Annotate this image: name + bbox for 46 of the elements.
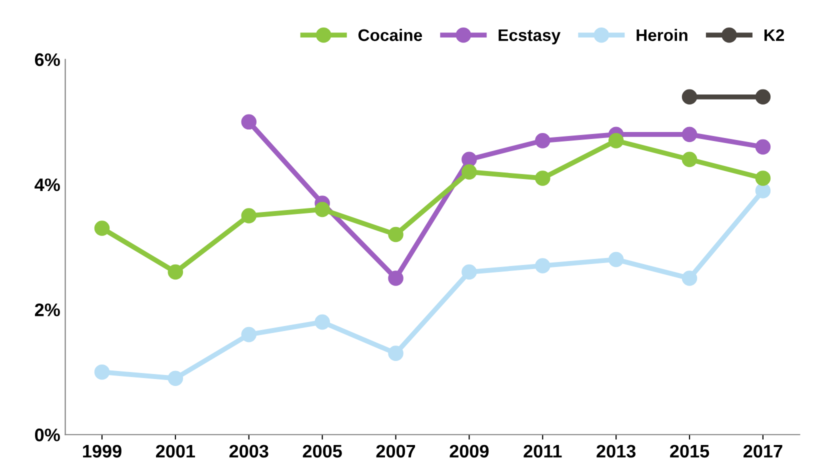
point [388,226,404,242]
point [241,208,257,224]
point [241,326,257,342]
x-tick-label: 2017 [744,444,782,458]
point [535,258,550,274]
point [241,114,257,130]
point [462,264,477,280]
point [94,364,110,380]
x-tick-label: 2009 [450,444,489,458]
point [682,126,698,142]
point [388,270,404,286]
legend-label: K2 [764,29,784,41]
x-tick-label: 2001 [156,444,196,458]
legend-label: Cocaine [358,28,422,42]
point [388,346,404,361]
point [535,170,550,186]
point [682,270,698,286]
x-tick-label: 2005 [302,444,342,458]
point [94,220,110,236]
x-tick-label: 2007 [376,444,416,458]
point [755,89,771,105]
legend-label: Ecstasy [498,29,561,44]
y-tick-label: 6% [34,53,60,66]
point [462,152,477,168]
point [168,370,184,386]
point [535,133,550,148]
y-tick-label: 4% [34,178,60,192]
y-tick-label: 2% [34,303,60,316]
y-tick-label: 0% [35,428,60,442]
point [755,139,771,155]
x-tick-label: 1999 [83,444,122,458]
point [608,133,624,148]
point [314,202,330,218]
point [682,152,698,168]
point [608,252,624,268]
x-tick-label: 2013 [596,444,636,458]
x-tick-label: 2015 [670,444,710,458]
point [755,170,771,186]
legend-label: Heroin [636,28,688,42]
x-tick-label: 2003 [229,444,268,458]
point [314,314,330,330]
point [682,89,698,105]
point [755,183,771,198]
x-tick-label: 2011 [524,444,562,458]
point [168,264,184,280]
point [462,164,477,180]
